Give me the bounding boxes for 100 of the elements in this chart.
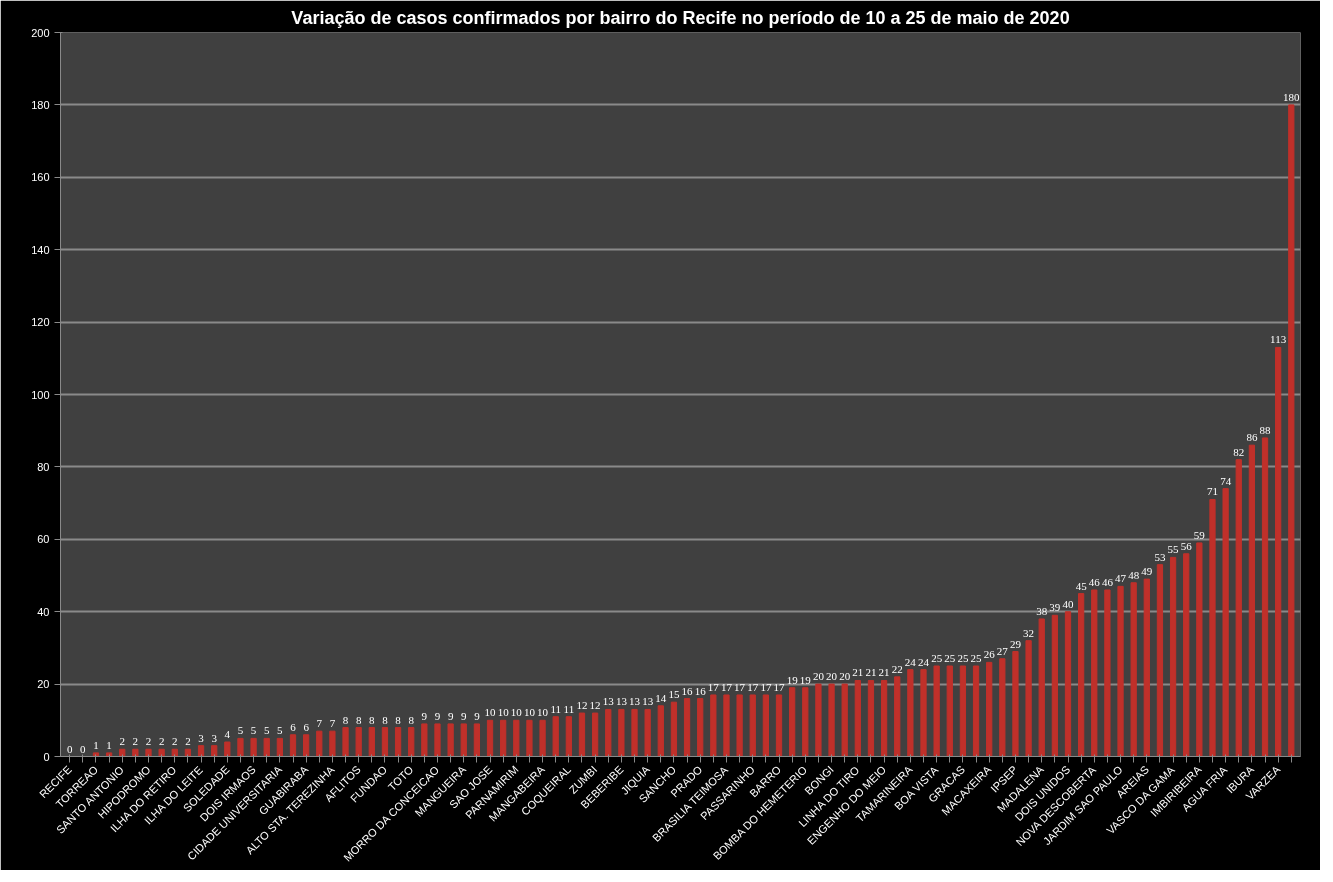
bar [631, 708, 638, 757]
data-label: 13 [642, 695, 654, 708]
data-label: 25 [957, 652, 969, 664]
data-label: 1 [93, 738, 99, 751]
y-tick-label: 120 [31, 316, 50, 329]
data-label: 2 [132, 735, 139, 748]
bar [486, 719, 494, 757]
data-label: 40 [1062, 597, 1074, 610]
data-label: 6 [290, 720, 297, 733]
data-label: 9 [447, 709, 454, 722]
data-label: 12 [589, 699, 601, 712]
bar [394, 727, 402, 757]
bar [1275, 346, 1282, 757]
y-tick-label: 160 [31, 171, 50, 184]
data-label: 29 [1009, 637, 1022, 650]
data-label: 19 [799, 673, 812, 686]
bar [933, 665, 940, 757]
chart-title: Variação de casos confirmados por bairro do Recife no período de 10 a 25 de maio de 2020 [291, 7, 1070, 28]
data-label: 16 [694, 684, 707, 697]
data-label: 17 [773, 680, 786, 693]
y-tick-label: 200 [31, 26, 50, 39]
data-label: 17 [720, 680, 733, 693]
bar [697, 698, 704, 757]
bar [1248, 444, 1256, 757]
data-label: 21 [852, 666, 864, 679]
data-label: 8 [408, 713, 415, 726]
bar [552, 716, 559, 757]
bar [119, 748, 126, 757]
data-label: 17 [760, 680, 772, 693]
data-label: 88 [1259, 423, 1272, 436]
data-label: 17 [734, 680, 746, 693]
data-label: 56 [1180, 539, 1193, 552]
bar [775, 694, 783, 757]
data-label: 24 [918, 655, 930, 668]
bar [565, 716, 572, 757]
y-tick-label: 80 [37, 460, 50, 473]
bar [329, 730, 336, 757]
data-label: 180 [1283, 90, 1301, 103]
data-label: 59 [1193, 528, 1206, 541]
bar [605, 708, 612, 757]
data-label: 45 [1075, 579, 1088, 592]
data-label: 2 [158, 735, 165, 748]
data-label: 48 [1128, 568, 1140, 581]
data-label: 10 [537, 706, 549, 719]
data-label: 9 [461, 709, 468, 722]
bar [657, 705, 664, 757]
data-label: 86 [1246, 431, 1258, 444]
bar [1064, 611, 1072, 757]
bar [276, 737, 283, 757]
bar [1130, 582, 1137, 757]
bar [460, 723, 467, 757]
data-label: 1 [106, 738, 112, 751]
data-label: 13 [602, 695, 615, 708]
data-label: 25 [970, 652, 983, 664]
data-label: 17 [707, 680, 720, 693]
data-label: 24 [904, 655, 917, 668]
bar [158, 748, 165, 757]
data-label: 11 [550, 702, 562, 715]
data-label: 9 [474, 709, 481, 722]
bar [447, 723, 454, 757]
data-label: 2 [145, 735, 152, 748]
data-label: 39 [1049, 601, 1061, 614]
bar [434, 723, 441, 757]
y-tick-label: 60 [37, 533, 50, 546]
data-label: 6 [303, 720, 310, 733]
data-label: 5 [277, 724, 284, 737]
data-label: 71 [1206, 485, 1218, 498]
data-label: 11 [563, 702, 575, 715]
data-label: 55 [1167, 543, 1180, 556]
bar [946, 665, 953, 757]
data-label: 21 [878, 666, 890, 679]
data-label: 5 [250, 724, 257, 737]
data-label: 17 [747, 680, 759, 693]
bar [802, 687, 809, 757]
bar [263, 737, 270, 757]
bar [959, 665, 967, 757]
bar [854, 679, 861, 757]
bar [578, 712, 586, 757]
data-label: 49 [1141, 565, 1153, 578]
data-label: 10 [497, 706, 510, 719]
y-tick-label: 180 [31, 98, 50, 111]
bar [1038, 618, 1045, 757]
bar [828, 683, 835, 757]
data-label: 32 [1023, 626, 1035, 639]
bar [473, 723, 481, 757]
y-tick-label: 140 [31, 243, 50, 256]
bar [224, 741, 231, 757]
data-label: 46 [1101, 575, 1114, 588]
bar [1117, 585, 1124, 757]
bar [972, 665, 980, 757]
data-label: 7 [329, 717, 336, 730]
bar [342, 727, 349, 757]
bar [513, 719, 520, 757]
data-label: 8 [369, 713, 376, 726]
bar [1091, 589, 1098, 757]
bar [303, 734, 310, 757]
bar [105, 752, 113, 757]
data-label: 2 [119, 735, 125, 748]
bar [526, 719, 533, 757]
bar [867, 679, 875, 757]
